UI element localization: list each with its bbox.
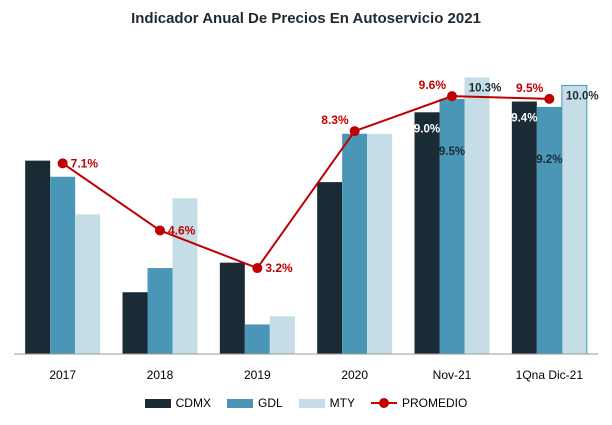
- data-label-promedio-2019: 3.2%: [265, 261, 293, 275]
- bar-cdmx-2019: [219, 262, 245, 354]
- chart-title: Indicador Anual De Precios En Autoservic…: [131, 10, 481, 27]
- legend-item-mty: MTY: [298, 396, 356, 410]
- legend-item-promedio: PROMEDIO: [371, 396, 467, 410]
- bar-cdmx-1qna-dic-21: [511, 101, 537, 355]
- x-tick-label-2017: 2017: [49, 368, 76, 382]
- bar-gdl-nov-21: [439, 98, 465, 354]
- bar-gdl-2020: [342, 133, 368, 354]
- legend-item-cdmx: CDMX: [144, 396, 211, 410]
- point-promedio-2019: [252, 263, 263, 274]
- bar-cdmx-2020: [317, 182, 343, 354]
- data-label-promedio-2018: 4.6%: [168, 223, 196, 237]
- data-label-gdl-nov-21: 9.5%: [439, 146, 465, 158]
- data-label-mty-1qna-dic-21: 10.0%: [566, 90, 599, 102]
- x-tick-label-1qna-dic-21: 1Qna Dic-21: [516, 368, 584, 382]
- line-promedio: [62, 95, 550, 270]
- data-label-gdl-1qna-dic-21: 9.2%: [536, 154, 562, 166]
- legend-label-mty: MTY: [329, 396, 356, 410]
- point-promedio-2017: [57, 158, 68, 169]
- bar-mty-2017: [75, 214, 101, 354]
- legend-label-promedio: PROMEDIO: [402, 396, 468, 410]
- bar-mty-2018: [172, 198, 198, 354]
- legend-label-cdmx: CDMX: [175, 396, 211, 410]
- point-promedio-2020: [349, 126, 360, 137]
- bar-cdmx-2018: [122, 292, 148, 354]
- bar-mty-nov-21: [464, 77, 490, 354]
- legend-label-gdl: GDL: [257, 396, 283, 410]
- data-label-cdmx-1qna-dic-21: 9.4%: [511, 113, 537, 125]
- legend-item-gdl: GDL: [226, 396, 283, 410]
- data-label-promedio-nov-21: 9.6%: [419, 78, 447, 92]
- data-label-mty-nov-21: 10.3%: [469, 82, 502, 94]
- point-promedio-2018: [155, 225, 165, 236]
- point-promedio-nov-21: [447, 91, 457, 102]
- legend: CDMX GDL MTY PROMEDIO: [0, 396, 612, 410]
- bar-cdmx-2017: [25, 160, 51, 354]
- legend-swatch-promedio: [371, 398, 398, 408]
- x-tick-label-2018: 2018: [147, 368, 174, 382]
- x-tick-label-nov-21: Nov-21: [433, 368, 472, 382]
- data-label-promedio-2020: 8.3%: [321, 113, 349, 127]
- bar-gdl-2019: [244, 324, 270, 354]
- x-tick-label-2020: 2020: [341, 368, 368, 382]
- data-label-promedio-2017: 7.1%: [71, 156, 99, 170]
- point-promedio-1qna-dic-21: [544, 93, 555, 104]
- data-label-promedio-1qna-dic-21: 9.5%: [516, 81, 544, 95]
- bar-gdl-2017: [50, 176, 76, 354]
- bar-mty-2019: [269, 316, 295, 354]
- legend-swatch-gdl: [226, 398, 253, 408]
- bar-gdl-2018: [147, 268, 173, 354]
- data-label-cdmx-nov-21: 9.0%: [414, 123, 440, 135]
- legend-swatch-cdmx: [144, 398, 171, 408]
- bar-mty-1qna-dic-21: [561, 84, 588, 355]
- bar-mty-2020: [367, 133, 393, 354]
- bar-cdmx-nov-21: [414, 112, 440, 355]
- legend-swatch-mty: [298, 398, 325, 408]
- x-tick-label-2019: 2019: [244, 368, 271, 382]
- bar-gdl-1qna-dic-21: [536, 106, 562, 355]
